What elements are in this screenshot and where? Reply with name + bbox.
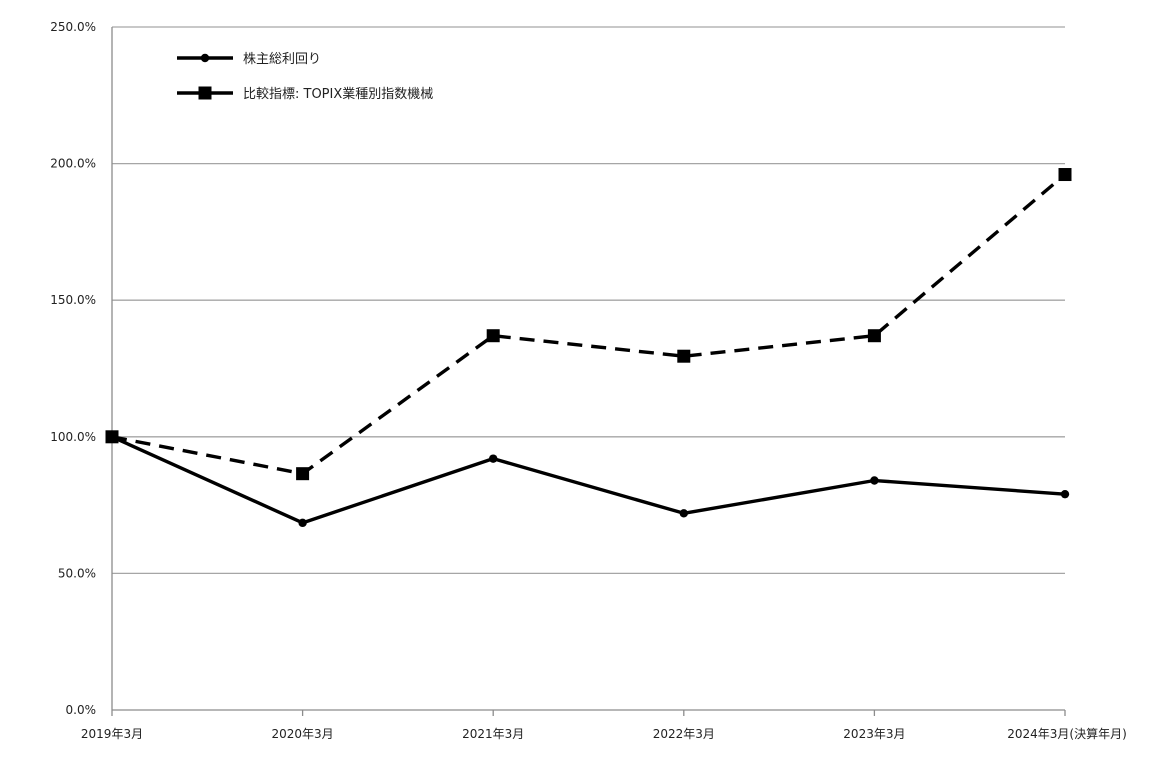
series-2 <box>105 168 1072 481</box>
series-1 <box>107 432 1070 528</box>
legend-marker-square <box>198 86 212 100</box>
y-tick-label: 250.0% <box>50 20 96 34</box>
y-tick-label: 150.0% <box>50 293 96 307</box>
x-tick-label: 2020年3月 <box>272 727 334 741</box>
legend-label: 比較指標: TOPIX業種別指数機械 <box>243 86 433 102</box>
legend-label: 株主総利回り <box>243 52 321 67</box>
legend-item-1: 株主総利回り <box>177 52 321 67</box>
x-tick-label: 2022年3月 <box>653 727 715 741</box>
data-point-circle <box>1060 489 1070 499</box>
data-point-circle <box>489 454 498 463</box>
series-line <box>111 435 1066 525</box>
x-tick-labels: 2019年3月 2020年3月 2021年3月 2022年3月 2023年3月 2024年… <box>81 726 1127 741</box>
y-tick-label: 0.0% <box>66 703 97 717</box>
y-tick-label: 100.0% <box>50 430 96 444</box>
y-tick-labels: 0.0% 50.0% 100.0% 150.0% 200.0% 250.0% <box>50 20 96 717</box>
data-point-square <box>1058 168 1072 182</box>
data-point-square <box>296 467 310 481</box>
data-point-square <box>677 349 691 363</box>
y-tick-label: 200.0% <box>50 157 96 171</box>
series-lines <box>105 168 1072 528</box>
x-tick-label: 2023年3月 <box>843 727 905 741</box>
data-point-square <box>105 430 119 444</box>
data-point-square <box>867 329 881 343</box>
x-tick-label: 2019年3月 <box>81 727 143 741</box>
y-tick-label: 50.0% <box>58 566 96 580</box>
data-point-circle <box>870 476 879 485</box>
gridlines <box>112 26 1065 575</box>
axes <box>111 27 1066 716</box>
legend-item-2: 比較指標: TOPIX業種別指数機械 <box>177 86 433 102</box>
x-tick-label: 2021年3月 <box>462 727 524 741</box>
series-line <box>111 173 1067 476</box>
data-point-square <box>486 329 500 343</box>
x-tick-label: 2024年3月(決算年月) <box>1007 726 1127 741</box>
data-point-circle <box>298 518 307 528</box>
data-point-circle <box>679 509 688 518</box>
legend-marker-circle <box>200 53 210 63</box>
